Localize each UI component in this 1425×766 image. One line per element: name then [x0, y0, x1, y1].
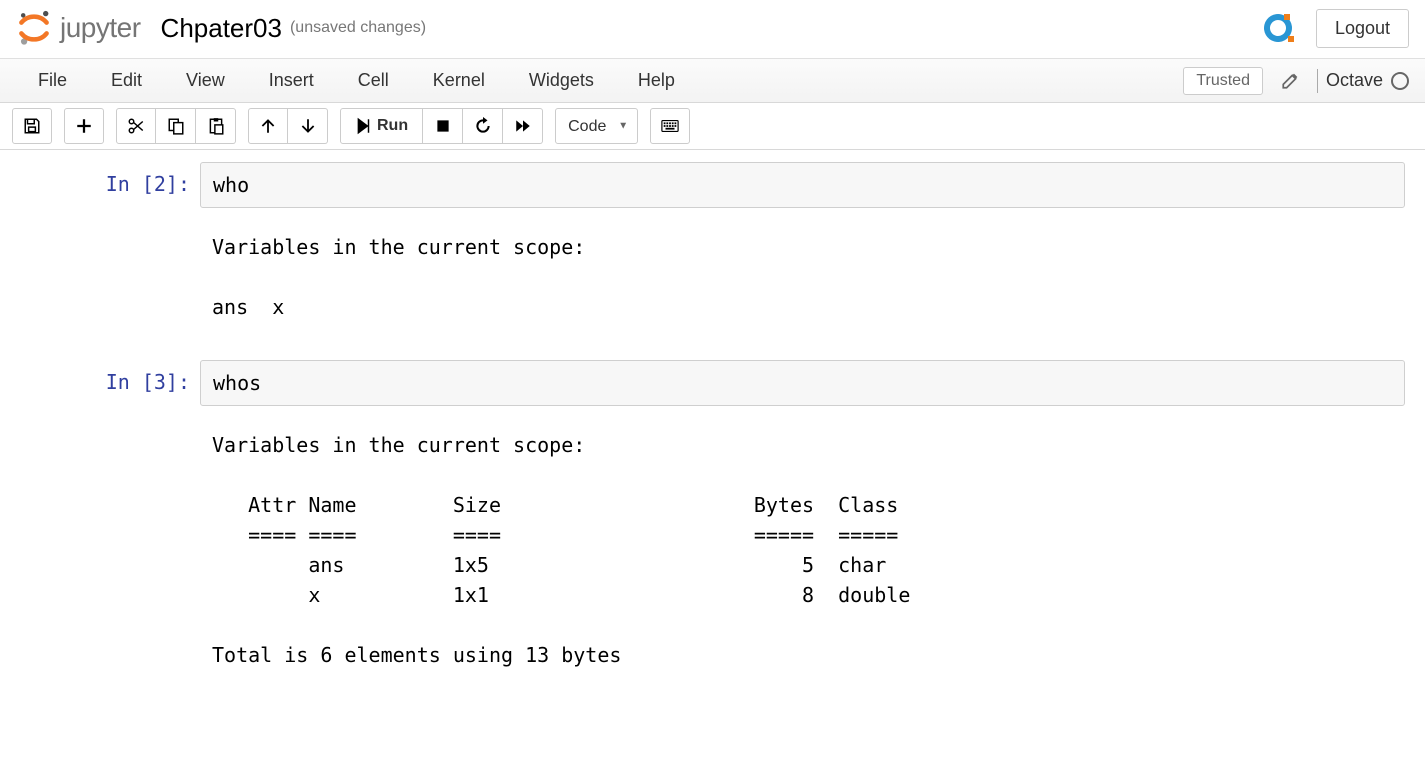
plus-icon [75, 117, 93, 135]
copy-button[interactable] [156, 108, 196, 144]
move-down-button[interactable] [288, 108, 328, 144]
menu-widgets[interactable]: Widgets [507, 60, 616, 101]
notebook-container: In [2]:who Variables in the current scope… [0, 150, 1425, 748]
menu-file[interactable]: File [16, 60, 89, 101]
restart-icon [474, 117, 492, 135]
move-up-button[interactable] [248, 108, 288, 144]
output-row: Variables in the current scope: ans x [20, 216, 1405, 330]
run-label: Run [377, 117, 408, 135]
code-input[interactable]: who [200, 162, 1405, 208]
toolbar: Run Code [0, 103, 1425, 150]
menu-edit[interactable]: Edit [89, 60, 164, 101]
jupyter-icon [16, 10, 52, 46]
notebook-header: jupyter Chpater03 (unsaved changes) Logo… [0, 0, 1425, 59]
restart-run-all-button[interactable] [503, 108, 543, 144]
save-button[interactable] [12, 108, 52, 144]
menu-view[interactable]: View [164, 60, 247, 101]
jupyter-wordmark: jupyter [60, 12, 141, 44]
fast-forward-icon [514, 117, 532, 135]
run-button[interactable]: Run [340, 108, 423, 144]
arrow-down-icon [299, 117, 317, 135]
celltype-select[interactable]: Code [555, 108, 638, 144]
menubar: FileEditViewInsertCellKernelWidgetsHelp … [0, 59, 1425, 103]
logout-button[interactable]: Logout [1316, 9, 1409, 48]
jupyter-logo-wrap[interactable]: jupyter [16, 10, 141, 46]
code-input[interactable]: whos [200, 360, 1405, 406]
cell-output: Variables in the current scope: ans x [200, 216, 1405, 330]
cell-output: Variables in the current scope: Attr Nam… [200, 414, 1405, 678]
menu-help[interactable]: Help [616, 60, 697, 101]
arrow-up-icon [259, 117, 277, 135]
save-status: (unsaved changes) [290, 19, 426, 37]
paste-button[interactable] [196, 108, 236, 144]
command-palette-button[interactable] [650, 108, 690, 144]
run-icon [355, 117, 373, 135]
pencil-icon[interactable] [1271, 72, 1309, 90]
input-prompt: In [2]: [20, 162, 200, 208]
insert-cell-button[interactable] [64, 108, 104, 144]
notebook-name[interactable]: Chpater03 [161, 13, 282, 44]
code-cell[interactable]: In [2]:who [20, 162, 1405, 208]
interrupt-button[interactable] [423, 108, 463, 144]
scissors-icon [127, 117, 145, 135]
octave-logo-icon [1258, 8, 1298, 48]
menu-kernel[interactable]: Kernel [411, 60, 507, 101]
divider [1317, 69, 1318, 93]
menu-cell[interactable]: Cell [336, 60, 411, 101]
stop-icon [434, 117, 452, 135]
kernel-idle-indicator [1391, 72, 1409, 90]
copy-icon [167, 117, 185, 135]
menu-insert[interactable]: Insert [247, 60, 336, 101]
paste-icon [207, 117, 225, 135]
save-icon [23, 117, 41, 135]
trusted-indicator[interactable]: Trusted [1183, 67, 1263, 95]
input-prompt: In [3]: [20, 360, 200, 406]
kernel-name[interactable]: Octave [1326, 70, 1383, 91]
output-row: Variables in the current scope: Attr Nam… [20, 414, 1405, 678]
keyboard-icon [661, 117, 679, 135]
restart-button[interactable] [463, 108, 503, 144]
cut-button[interactable] [116, 108, 156, 144]
code-cell[interactable]: In [3]:whos [20, 360, 1405, 406]
